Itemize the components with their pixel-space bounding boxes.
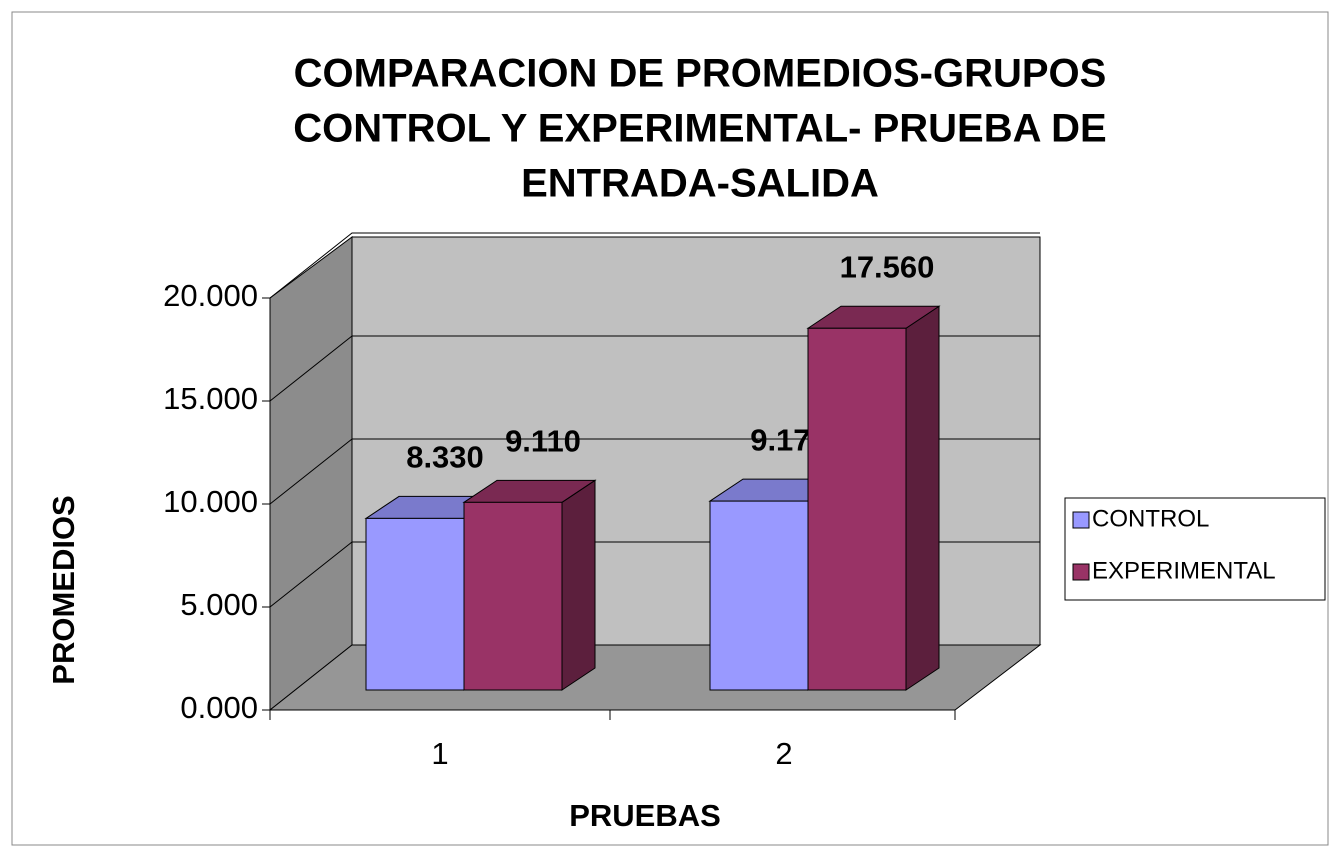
- data-label: 17.560: [840, 249, 935, 284]
- legend-swatch: [1072, 563, 1090, 581]
- bar: [365, 517, 465, 691]
- legend-label: CONTROL: [1092, 505, 1209, 532]
- legend-swatch: [1072, 511, 1090, 529]
- x-axis-title: PRUEBAS: [569, 798, 721, 833]
- data-label: 8.330: [406, 440, 484, 475]
- data-label: 9.110: [505, 424, 581, 459]
- x-tick-label: 2: [775, 736, 792, 771]
- bar-side: [905, 305, 940, 691]
- bar: [807, 327, 907, 691]
- y-tick-label: 15.000: [163, 381, 258, 416]
- legend-box: [1064, 497, 1326, 601]
- chart-title: COMPARACION DE PROMEDIOS-GRUPOS: [294, 52, 1107, 96]
- x-tick-label: 1: [431, 736, 448, 771]
- grid-line: [269, 232, 1040, 299]
- bar: [463, 501, 563, 691]
- legend-label: EXPERIMENTAL: [1092, 557, 1276, 584]
- bar-side: [561, 479, 596, 691]
- bar: [709, 500, 809, 691]
- chart-title: ENTRADA-SALIDA: [521, 162, 879, 206]
- y-tick-label: 10.000: [163, 484, 258, 519]
- y-tick-label: 0.000: [180, 690, 258, 725]
- y-tick-label: 5.000: [180, 587, 258, 622]
- y-tick-label: 20.000: [163, 278, 258, 313]
- chart-title: CONTROL Y EXPERIMENTAL- PRUEBA DE: [293, 107, 1106, 151]
- side-wall: [269, 236, 353, 712]
- y-axis-title: PROMEDIOS: [46, 495, 81, 684]
